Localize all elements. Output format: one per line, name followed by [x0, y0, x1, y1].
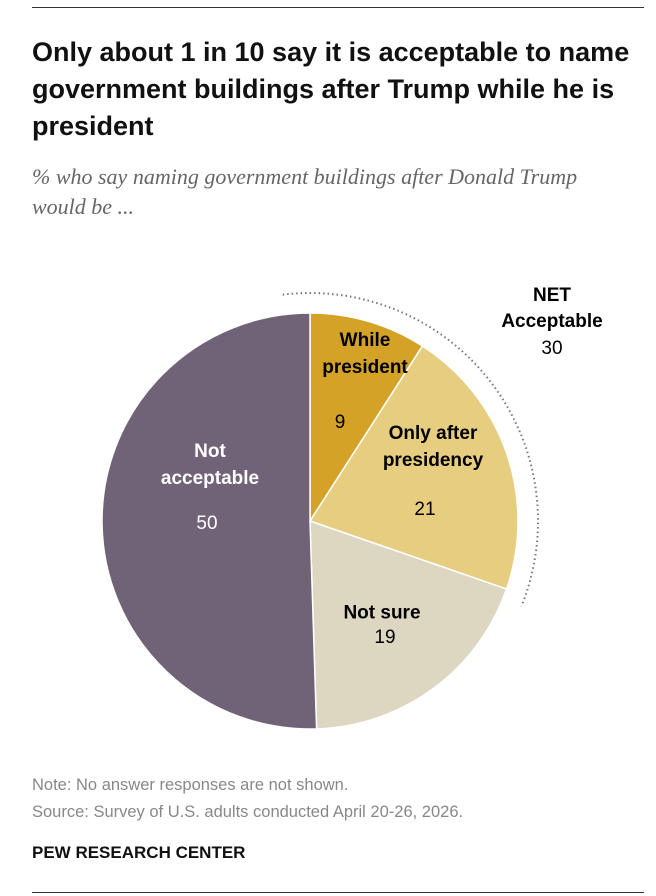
value-label: 50	[196, 513, 218, 534]
value-label: 21	[414, 499, 436, 520]
value-label: 19	[374, 627, 396, 648]
pie-slice	[308, 344, 519, 590]
pie-slice	[101, 312, 318, 730]
annotation-label: NET Acceptable	[501, 285, 603, 332]
top-rule	[32, 7, 644, 8]
chart-subtitle: % who say naming government buildings af…	[32, 164, 578, 219]
slice-label: While president	[322, 330, 408, 378]
source: Source: Survey of U.S. adults conducted …	[32, 803, 464, 821]
slice-label: Not sure	[343, 602, 421, 624]
note: Note: No answer responses are not shown.	[32, 776, 349, 794]
pie-slice	[309, 312, 424, 524]
footer: PEW RESEARCH CENTER	[32, 843, 246, 862]
slice-label: Not acceptable	[160, 441, 260, 489]
value-label: 9	[334, 412, 346, 433]
bottom-rule	[32, 892, 644, 893]
chart-title: Only about 1 in 10 say it is acceptable …	[32, 37, 630, 141]
slice-label: Only after presidency	[382, 423, 484, 471]
pie-slice	[309, 519, 508, 730]
annotation-value: 30	[541, 338, 563, 359]
